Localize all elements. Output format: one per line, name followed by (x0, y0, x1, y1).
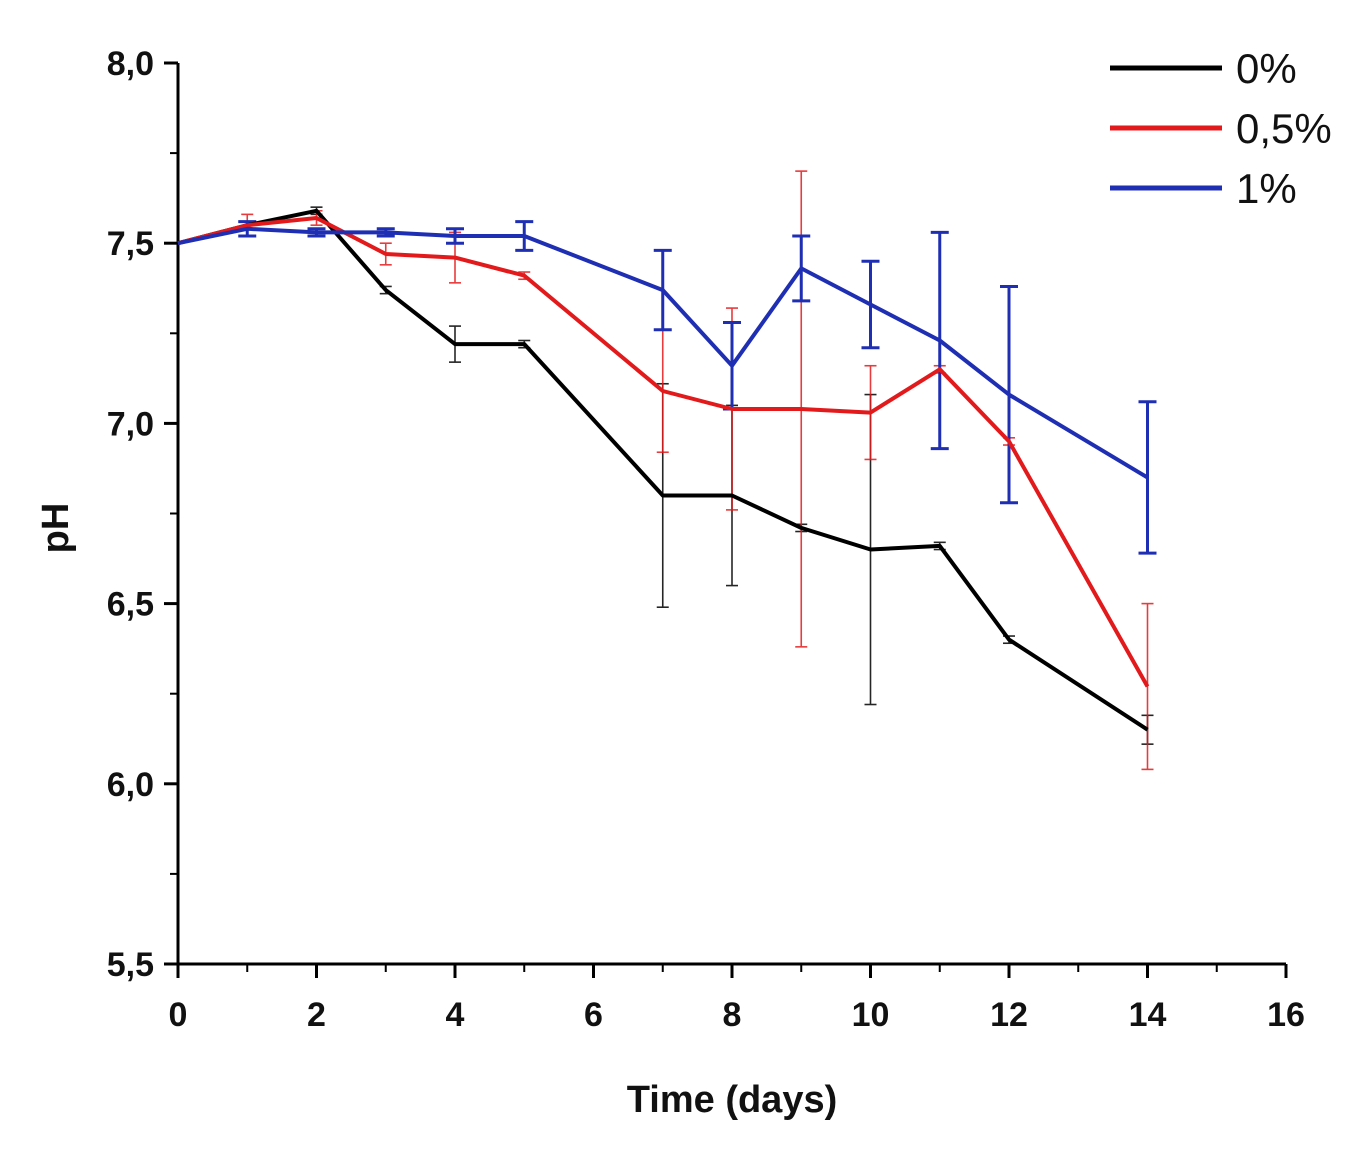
y-tick-label-8,0: 8,0 (107, 45, 154, 83)
series-line-0% (177, 208, 1149, 732)
legend: 0% 0,5% 1% (1110, 45, 1332, 212)
x-tick-label-0: 0 (169, 996, 188, 1034)
x-axis-title: Time (days) (627, 1079, 837, 1121)
y-ticks: 5,5 6,0 6,5 7,0 7,5 8,0 (107, 45, 178, 984)
x-tick-label-12: 12 (990, 996, 1028, 1034)
x-tick-label-16: 16 (1267, 996, 1305, 1034)
x-tick-label-6: 6 (584, 996, 603, 1034)
legend-label-0%: 0% (1236, 45, 1297, 92)
y-axis-title: pH (35, 503, 77, 554)
legend-label-1%: 1% (1236, 165, 1297, 212)
y-tick-label-6,0: 6,0 (107, 766, 154, 804)
x-tick-label-2: 2 (307, 996, 326, 1034)
series-line-1% (177, 226, 1149, 480)
x-ticks: 0 2 4 6 8 10 12 14 16 (169, 964, 1305, 1034)
y-tick-label-7,5: 7,5 (107, 225, 154, 263)
y-tick-label-7,0: 7,0 (107, 405, 154, 443)
legend-label-0,5%: 0,5% (1236, 105, 1332, 152)
x-tick-label-14: 14 (1129, 996, 1167, 1034)
series-line-0,5% (177, 216, 1150, 688)
x-tick-label-8: 8 (723, 996, 742, 1034)
y-tick-label-5,5: 5,5 (107, 946, 154, 984)
series-lines (177, 208, 1150, 732)
x-tick-label-4: 4 (446, 996, 465, 1034)
y-tick-label-6,5: 6,5 (107, 586, 154, 624)
x-tick-label-10: 10 (852, 996, 890, 1034)
error-bars (238, 170, 1157, 771)
axes: 0 2 4 6 8 10 12 14 16 5,5 6,0 6,5 7,0 7,5 8,0 (107, 45, 1305, 1034)
